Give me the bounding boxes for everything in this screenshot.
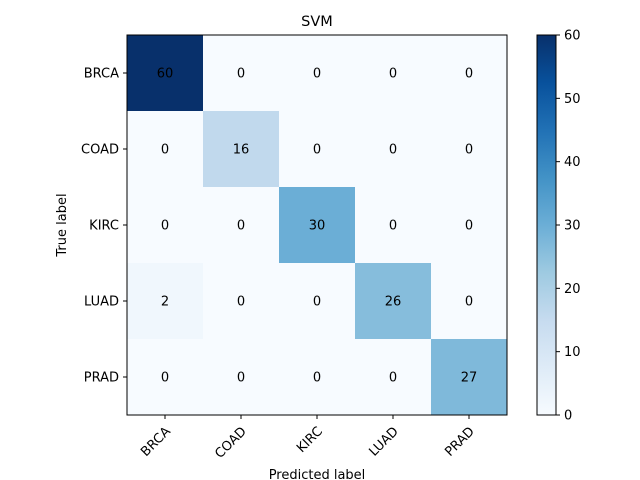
heatmap-cell — [203, 111, 280, 188]
cell-value-label: 0 — [465, 295, 473, 310]
heatmap-cell — [127, 263, 204, 340]
heatmap-cell — [127, 187, 204, 264]
cell-value-label: 0 — [237, 67, 245, 82]
cell-value-label: 60 — [157, 67, 174, 82]
cell-value-label: 0 — [465, 143, 473, 158]
cell-value-label: 0 — [161, 143, 169, 158]
heatmap-cell — [279, 35, 356, 112]
x-tick-label: COAD — [212, 424, 249, 461]
cell-value-label: 0 — [237, 371, 245, 386]
x-tick-label: LUAD — [366, 424, 401, 459]
cell-value-label: 0 — [237, 295, 245, 310]
cell-value-label: 27 — [461, 371, 478, 386]
heatmap-cell — [203, 339, 280, 416]
heatmap-cell — [355, 111, 432, 188]
cell-value-label: 26 — [385, 295, 402, 310]
cell-value-label: 30 — [309, 219, 326, 234]
colorbar-tick-label: 40 — [564, 155, 581, 170]
colorbar-tick-label: 20 — [564, 282, 581, 297]
cell-value-label: 0 — [313, 143, 321, 158]
heatmap-cell — [127, 339, 204, 416]
colorbar-ticks: 0 10 20 30 40 50 60 — [556, 29, 581, 424]
colorbar-tick-label: 0 — [564, 409, 572, 424]
heatmap-cell — [127, 35, 204, 112]
heatmap-cell — [431, 187, 508, 264]
colorbar-tick-label: 60 — [564, 29, 581, 44]
heatmap-cell — [355, 35, 432, 112]
cell-value-label: 0 — [313, 295, 321, 310]
heatmap-cell — [355, 339, 432, 416]
x-tick-label: PRAD — [442, 424, 478, 460]
y-axis-label: True label — [55, 193, 70, 257]
colorbar-tick-label: 50 — [564, 92, 581, 107]
y-tick-label: LUAD — [84, 295, 119, 310]
y-tick-label: PRAD — [84, 371, 119, 386]
y-tick-label: BRCA — [84, 67, 119, 82]
cell-value-label: 0 — [161, 371, 169, 386]
cell-value-label: 2 — [161, 295, 169, 310]
cell-value-label: 0 — [389, 67, 397, 82]
heatmap-cells — [127, 35, 508, 416]
heatmap-cell — [127, 111, 204, 188]
heatmap-cell — [279, 111, 356, 188]
x-axis-ticks: BRCA COAD KIRC LUAD PRAD — [138, 415, 478, 462]
cell-value-label: 0 — [389, 219, 397, 234]
cell-value-label: 0 — [465, 219, 473, 234]
heatmap-cell — [203, 187, 280, 264]
y-tick-label: KIRC — [89, 219, 119, 234]
heatmap-cell-labels: 60 0 0 0 0 0 16 0 0 0 0 0 30 0 0 2 0 0 26 0 0 0 0 0 27 — [157, 67, 478, 386]
heatmap-cell — [355, 263, 432, 340]
cell-value-label: 0 — [465, 67, 473, 82]
heatmap-cell — [431, 263, 508, 340]
heatmap-cell — [279, 263, 356, 340]
heatmap-cell — [279, 339, 356, 416]
colorbar-tick-label: 10 — [564, 345, 581, 360]
cell-value-label: 0 — [389, 371, 397, 386]
chart-title: SVM — [301, 14, 333, 30]
heatmap-cell — [355, 187, 432, 264]
colorbar-tick-label: 30 — [564, 219, 581, 234]
heatmap-cell — [431, 111, 508, 188]
heatmap-cell — [431, 339, 508, 416]
cell-value-label: 0 — [313, 67, 321, 82]
heatmap-cell — [431, 35, 508, 112]
x-tick-label: KIRC — [294, 424, 326, 456]
cell-value-label: 0 — [161, 219, 169, 234]
x-axis-label: Predicted label — [269, 468, 366, 480]
cell-value-label: 16 — [233, 143, 250, 158]
heatmap-cell — [203, 35, 280, 112]
colorbar — [536, 34, 557, 416]
y-axis-ticks: BRCA COAD KIRC LUAD PRAD — [81, 67, 127, 386]
cell-value-label: 0 — [237, 219, 245, 234]
x-tick-label: BRCA — [138, 424, 174, 460]
cell-value-label: 0 — [313, 371, 321, 386]
heatmap-cell — [279, 187, 356, 264]
heatmap-cell — [203, 263, 280, 340]
y-tick-label: COAD — [81, 143, 119, 158]
cell-value-label: 0 — [389, 143, 397, 158]
